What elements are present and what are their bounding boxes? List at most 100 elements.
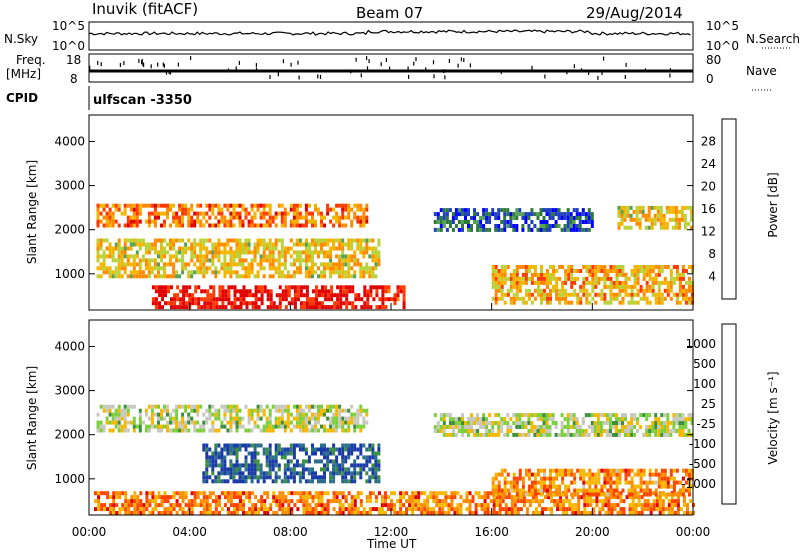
heatmap-cell — [678, 429, 682, 433]
heatmap-cell — [465, 507, 469, 512]
heatmap-cell — [641, 205, 645, 210]
heatmap-cell — [241, 416, 245, 421]
heatmap-cell — [326, 250, 330, 255]
freq-scatter — [89, 56, 671, 80]
heatmap-cell — [317, 459, 320, 464]
heatmap-cell — [375, 305, 379, 310]
heatmap-cell — [620, 221, 624, 226]
heatmap-cell — [353, 467, 357, 472]
heatmap-cell — [543, 292, 546, 297]
heatmap-cell — [151, 301, 155, 306]
heatmap-cell — [621, 468, 625, 473]
heatmap-cell — [100, 491, 104, 496]
heatmap-cell — [323, 215, 326, 220]
heatmap-cell — [516, 507, 520, 512]
heatmap-cell — [675, 468, 679, 473]
heatmap-cell — [312, 297, 315, 302]
heatmap-cell — [615, 269, 619, 273]
heatmap-cell — [332, 428, 336, 433]
heatmap-cell — [564, 292, 568, 297]
heatmap-cell — [638, 205, 642, 210]
heatmap-cell — [326, 203, 330, 208]
heatmap-cell — [656, 213, 660, 218]
heatmap-cell — [284, 511, 288, 515]
heatmap-cell — [674, 213, 678, 218]
heatmap-cell — [654, 296, 658, 301]
heatmap-cell — [666, 413, 670, 418]
heatmap-cell — [283, 207, 287, 212]
heatmap-cell — [341, 463, 345, 468]
heatmap-cell — [450, 503, 454, 508]
heatmap-cell — [621, 429, 624, 433]
heatmap-cell — [597, 265, 601, 269]
heatmap-cell — [150, 416, 154, 421]
heatmap-cell — [645, 492, 649, 497]
heatmap-cell — [612, 284, 616, 289]
heatmap-cell — [657, 272, 661, 277]
heatmap-cell — [280, 254, 284, 259]
heatmap-cell — [184, 428, 188, 433]
heatmap-cell — [99, 238, 103, 243]
heatmap-cell — [491, 269, 495, 273]
heatmap-cell — [634, 495, 638, 500]
heatmap-cell — [257, 511, 261, 515]
heatmap-cell — [135, 262, 139, 267]
heatmap-cell — [591, 265, 595, 269]
heatmap-cell — [178, 207, 182, 212]
heatmap-cell — [280, 242, 284, 247]
freq-point — [177, 62, 179, 67]
heatmap-cell — [229, 266, 233, 271]
heatmap-cell — [132, 274, 136, 279]
heatmap-cell — [205, 266, 209, 271]
heatmap-cell — [238, 215, 242, 220]
heatmap-cell — [262, 215, 266, 220]
heatmap-cell — [368, 499, 372, 504]
heatmap-cell — [476, 212, 480, 217]
heatmap-cell — [178, 503, 182, 508]
heatmap-cell — [663, 296, 667, 301]
heatmap-cell — [301, 242, 305, 247]
heatmap-cell — [555, 296, 559, 301]
heatmap-cell — [102, 266, 106, 271]
heatmap-cell — [170, 285, 173, 290]
heatmap-cell — [123, 238, 127, 243]
heatmap-cell — [211, 262, 215, 267]
heatmap-cell — [680, 213, 684, 218]
heatmap-cell — [674, 225, 678, 230]
heatmap-cell — [596, 417, 600, 422]
heatmap-cell — [399, 491, 403, 496]
heatmap-cell — [563, 224, 567, 228]
heatmap-cell — [377, 479, 381, 484]
heatmap-cell — [197, 301, 201, 306]
heatmap-cell — [682, 495, 686, 500]
heatmap-cell — [623, 213, 627, 218]
heatmap-cell — [193, 242, 197, 247]
heatmap-cell — [543, 480, 546, 485]
heatmap-cell — [374, 495, 378, 500]
heatmap-cell — [289, 467, 293, 472]
heatmap-cell — [497, 425, 501, 429]
heatmap-cell — [271, 215, 275, 220]
cpid-label: CPID — [6, 91, 38, 105]
freq-point — [138, 58, 140, 63]
heatmap-cell — [160, 211, 163, 216]
heatmap-cell — [500, 492, 504, 497]
heatmap-cell — [591, 492, 595, 497]
heatmap-cell — [513, 503, 517, 508]
heatmap-cell — [308, 404, 311, 409]
heatmap-cell — [684, 300, 688, 305]
heatmap-cell — [147, 246, 151, 251]
heatmap-cell — [518, 488, 522, 493]
heatmap-cell — [326, 416, 330, 421]
heatmap-cell — [620, 205, 624, 210]
heatmap-cell — [208, 428, 212, 433]
heatmap-cell — [678, 413, 682, 418]
heatmap-cell — [184, 511, 188, 515]
heatmap-cell — [648, 492, 652, 497]
heatmap-cell — [144, 203, 148, 208]
heatmap-cell — [141, 420, 145, 425]
heatmap-cell — [341, 459, 345, 464]
heatmap-cell — [497, 484, 501, 489]
heatmap-cell — [218, 305, 222, 310]
heatmap-cell — [105, 223, 109, 228]
